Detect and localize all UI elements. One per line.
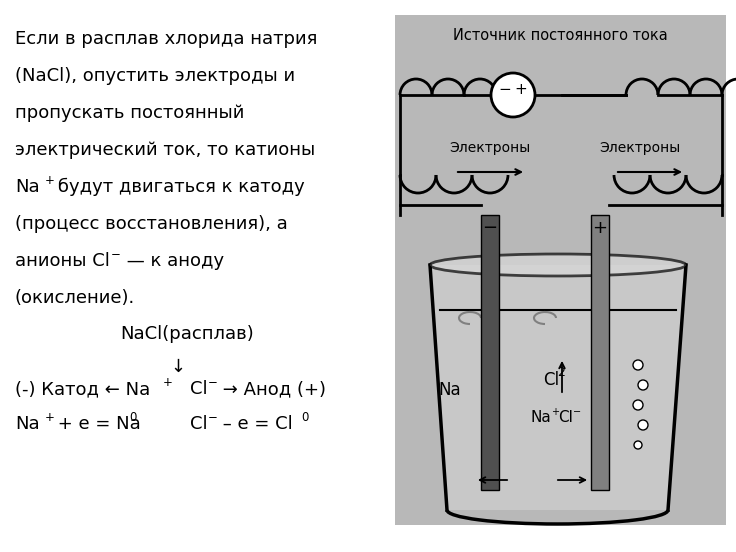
Text: Cl: Cl: [558, 411, 573, 426]
Text: пропускать постоянный: пропускать постоянный: [15, 104, 244, 122]
Circle shape: [491, 73, 535, 117]
Text: 0: 0: [129, 411, 136, 424]
Text: +: +: [592, 219, 607, 237]
Text: −: −: [208, 376, 218, 389]
Text: Электроны: Электроны: [450, 141, 531, 155]
Text: → Анод (+): → Анод (+): [217, 380, 326, 398]
Text: +: +: [514, 82, 528, 98]
Text: (процесс восстановления), а: (процесс восстановления), а: [15, 215, 288, 233]
Text: — к аноду: — к аноду: [121, 252, 224, 270]
Text: −: −: [111, 248, 121, 261]
Text: +: +: [45, 174, 55, 187]
Text: −: −: [482, 219, 498, 237]
Text: (-) Катод ← Na: (-) Катод ← Na: [15, 380, 150, 398]
Bar: [395, 15, 726, 525]
Text: −: −: [208, 411, 218, 424]
Text: Источник постоянного тока: Источник постоянного тока: [453, 28, 668, 43]
Text: Cl: Cl: [190, 415, 208, 433]
Text: 0: 0: [301, 411, 308, 424]
Text: Cl: Cl: [190, 380, 208, 398]
Circle shape: [638, 380, 648, 390]
Bar: [481, 215, 499, 490]
Text: Na: Na: [15, 178, 40, 196]
Text: будут двигаться к катоду: будут двигаться к катоду: [52, 178, 305, 197]
Text: −: −: [573, 407, 581, 417]
Circle shape: [638, 420, 648, 430]
Text: Na: Na: [439, 381, 461, 399]
Text: Электроны: Электроны: [599, 141, 681, 155]
Text: + е = Na: + е = Na: [52, 415, 141, 433]
Text: ↓: ↓: [171, 358, 185, 376]
Bar: [591, 215, 609, 490]
Circle shape: [634, 441, 642, 449]
Text: +: +: [163, 376, 173, 389]
Text: +: +: [551, 407, 559, 417]
Text: электрический ток, то катионы: электрический ток, то катионы: [15, 141, 315, 159]
Text: −: −: [498, 82, 512, 98]
Circle shape: [633, 400, 643, 410]
Text: 2: 2: [557, 367, 565, 380]
Text: (окисление).: (окисление).: [15, 289, 135, 307]
Text: Если в расплав хлорида натрия: Если в расплав хлорида натрия: [15, 30, 317, 48]
Text: – е = Cl: – е = Cl: [217, 415, 293, 433]
Text: (NaCl), опустить электроды и: (NaCl), опустить электроды и: [15, 67, 295, 85]
Text: NaCl(расплав): NaCl(расплав): [120, 325, 254, 343]
Circle shape: [633, 360, 643, 370]
Ellipse shape: [430, 254, 686, 276]
Polygon shape: [430, 265, 686, 510]
Text: +: +: [45, 411, 55, 424]
Text: анионы Cl: анионы Cl: [15, 252, 110, 270]
Text: Na: Na: [530, 411, 551, 426]
Text: Cl: Cl: [543, 371, 559, 389]
Text: Na: Na: [15, 415, 40, 433]
